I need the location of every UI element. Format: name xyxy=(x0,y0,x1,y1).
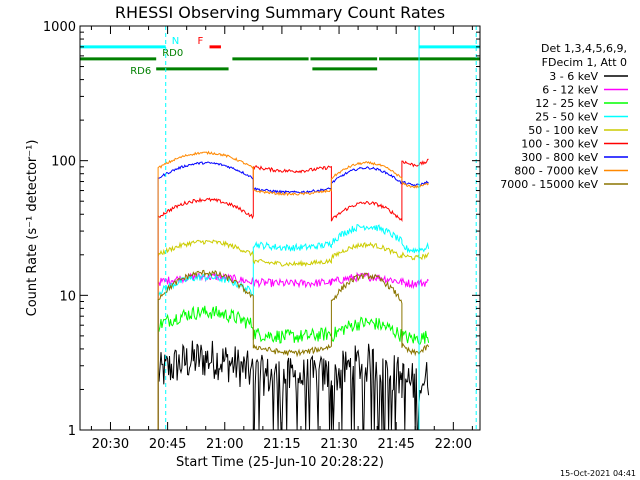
series-line-6 xyxy=(157,158,429,430)
legend-label: 300 - 800 keV xyxy=(521,151,598,164)
legend-label: 50 - 100 keV xyxy=(528,124,598,137)
series-line-1 xyxy=(157,340,430,431)
chart-title: RHESSI Observing Summary Count Rates xyxy=(115,3,445,22)
series-line-4 xyxy=(157,224,430,430)
x-axis-label: Start Time (25-Jun-10 20:28:22) xyxy=(176,455,384,470)
y-axis-label: Count Rate (s⁻¹ detector⁻¹) xyxy=(25,140,40,317)
vertical-lines xyxy=(79,26,477,430)
legend-header-1: Det 1,3,4,5,6,9, xyxy=(541,42,627,55)
y-tick-label: 10 xyxy=(59,289,76,304)
x-tick-label: 21:15 xyxy=(263,437,300,452)
state-label-f: F xyxy=(198,36,204,47)
y-axis: 1 10 100 1000 xyxy=(43,20,480,439)
series-line-5 xyxy=(157,239,430,430)
legend-label: 7000 - 15000 keV xyxy=(500,178,598,191)
x-axis: 20:30 20:45 21:00 21:15 21:30 21:45 22:00 xyxy=(90,26,473,452)
legend-label: 12 - 25 keV xyxy=(535,97,598,110)
legend-label: 6 - 12 keV xyxy=(542,84,598,97)
legend-label: 100 - 300 keV xyxy=(521,138,598,151)
x-tick-label: 22:00 xyxy=(435,437,472,452)
legend-label: 25 - 50 keV xyxy=(535,111,598,124)
x-tick-label: 21:00 xyxy=(206,437,243,452)
legend: Det 1,3,4,5,6,9, FDecim 1, Att 0 3 - 6 k… xyxy=(500,42,628,191)
footer-timestamp: 15-Oct-2021 04:41 xyxy=(560,469,636,478)
y-tick-label: 1000 xyxy=(43,20,76,35)
state-label-rd6: RD6 xyxy=(130,66,151,77)
legend-label: 800 - 7000 keV xyxy=(514,165,598,178)
series-group xyxy=(157,150,430,431)
x-tick-label: 20:30 xyxy=(92,437,129,452)
series-line-8 xyxy=(157,150,429,430)
legend-header-2: FDecim 1, Att 0 xyxy=(542,56,627,69)
y-tick-label: 1 xyxy=(68,424,76,439)
x-tick-label: 20:45 xyxy=(149,437,186,452)
legend-label: 3 - 6 keV xyxy=(549,70,598,83)
series-line-9 xyxy=(157,269,430,430)
state-label-n: N xyxy=(172,36,179,47)
state-label-rd0: RD0 xyxy=(162,48,183,59)
plot-frame xyxy=(79,25,481,431)
series-line-3 xyxy=(157,305,430,430)
series-line-7 xyxy=(157,161,429,430)
x-tick-label: 21:45 xyxy=(377,437,414,452)
y-tick-label: 100 xyxy=(51,155,76,170)
x-tick-label: 21:30 xyxy=(320,437,357,452)
